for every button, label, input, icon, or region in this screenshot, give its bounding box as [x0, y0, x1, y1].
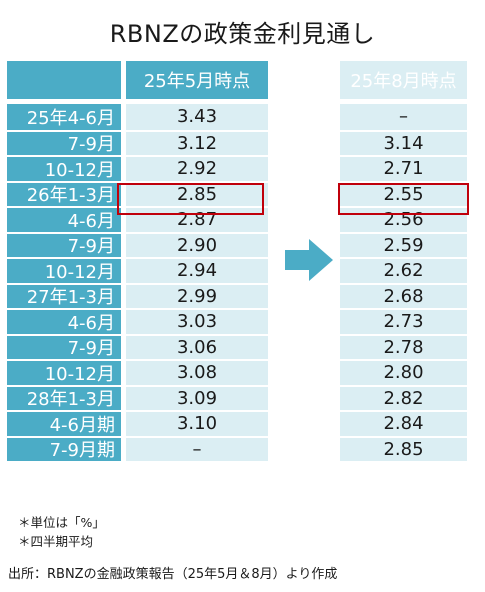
table-row: 7-9月 2.90 — [7, 231, 268, 257]
value-may: 2.90 — [126, 231, 268, 257]
table-row: 2.85 — [340, 435, 467, 461]
table-row: 3.14 — [340, 129, 467, 155]
table-row: 7-9月 3.12 — [7, 129, 268, 155]
header-row: 25年5月時点 — [7, 61, 268, 99]
table-row: 2.78 — [340, 333, 467, 359]
value-aug: 2.68 — [340, 282, 467, 308]
right-table: 25年8月時点 –3.14 2.71 2.55 2.56 2.59 2.62 2.68 2.73… — [340, 61, 467, 461]
value-may: 3.09 — [126, 384, 268, 410]
table-row: 2.59 — [340, 231, 467, 257]
table-row: 2.68 — [340, 282, 467, 308]
header-row: 25年8月時点 — [340, 61, 467, 99]
period-label: 28年1-3月 — [7, 384, 121, 410]
value-aug: 2.85 — [340, 435, 467, 461]
arrow-right-icon — [285, 239, 333, 281]
table-row: 4-6月 2.87 — [7, 206, 268, 232]
value-may: – — [126, 435, 268, 461]
source-text: 出所：RBNZの金融政策報告（25年5月＆8月）より作成 — [8, 567, 338, 582]
table-row: 25年4-6月 3.43 — [7, 104, 268, 130]
period-label: 7-9月 — [7, 231, 121, 257]
note-average: ＊四半期平均 — [18, 534, 94, 549]
table-row: 7-9月期 – — [7, 435, 268, 461]
left-table: 25年5月時点 25年4-6月 3.43 7-9月 3.12 10-12月 2.92 26年1… — [7, 61, 268, 461]
table-row: 2.84 — [340, 410, 467, 436]
value-may: 2.99 — [126, 282, 268, 308]
value-aug: 2.59 — [340, 231, 467, 257]
value-aug: 3.14 — [340, 129, 467, 155]
table-row: 10-12月 2.92 — [7, 155, 268, 181]
period-label: 10-12月 — [7, 257, 121, 283]
value-aug: 2.62 — [340, 257, 467, 283]
table-row: 2.82 — [340, 384, 467, 410]
period-label: 4-6月 — [7, 206, 121, 232]
value-may: 3.12 — [126, 129, 268, 155]
period-label: 7-9月期 — [7, 435, 121, 461]
column-header-aug: 25年8月時点 — [340, 61, 467, 99]
period-label: 25年4-6月 — [7, 104, 121, 130]
value-may: 2.92 — [126, 155, 268, 181]
value-may: 2.87 — [126, 206, 268, 232]
value-may: 3.08 — [126, 359, 268, 385]
notes: ＊単位は「%」 ＊四半期平均 — [18, 513, 105, 551]
table-row: 27年1-3月 2.99 — [7, 282, 268, 308]
value-may: 3.03 — [126, 308, 268, 334]
period-label: 27年1-3月 — [7, 282, 121, 308]
table-row: 2.73 — [340, 308, 467, 334]
period-label: 4-6月期 — [7, 410, 121, 436]
value-aug: – — [340, 104, 467, 130]
value-aug: 2.73 — [340, 308, 467, 334]
period-label: 10-12月 — [7, 155, 121, 181]
value-may: 3.10 — [126, 410, 268, 436]
chart-title: RBNZの政策金利見通し — [109, 20, 376, 48]
period-label: 26年1-3月 — [7, 180, 121, 206]
period-label: 10-12月 — [7, 359, 121, 385]
value-aug: 2.78 — [340, 333, 467, 359]
table-row: 4-6月期 3.10 — [7, 410, 268, 436]
table-row: 7-9月 3.06 — [7, 333, 268, 359]
value-aug: 2.80 — [340, 359, 467, 385]
value-aug: 2.84 — [340, 410, 467, 436]
table-row: 2.71 — [340, 155, 467, 181]
note-unit: ＊単位は「%」 — [18, 515, 105, 530]
table-row: 4-6月 3.03 — [7, 308, 268, 334]
value-may: 2.94 — [126, 257, 268, 283]
table-row: 2.80 — [340, 359, 467, 385]
period-label: 4-6月 — [7, 308, 121, 334]
value-may: 3.43 — [126, 104, 268, 130]
table-row: – — [340, 104, 467, 130]
table-row: 10-12月 3.08 — [7, 359, 268, 385]
table-row: 10-12月 2.94 — [7, 257, 268, 283]
period-label: 7-9月 — [7, 129, 121, 155]
table-row: 2.62 — [340, 257, 467, 283]
value-may: 3.06 — [126, 333, 268, 359]
header-blank — [7, 61, 121, 99]
value-aug: 2.82 — [340, 384, 467, 410]
highlight-left — [117, 183, 264, 215]
value-aug: 2.71 — [340, 155, 467, 181]
table-row: 28年1-3月 3.09 — [7, 384, 268, 410]
period-label: 7-9月 — [7, 333, 121, 359]
column-header-may: 25年5月時点 — [126, 61, 268, 99]
highlight-right — [338, 183, 469, 215]
